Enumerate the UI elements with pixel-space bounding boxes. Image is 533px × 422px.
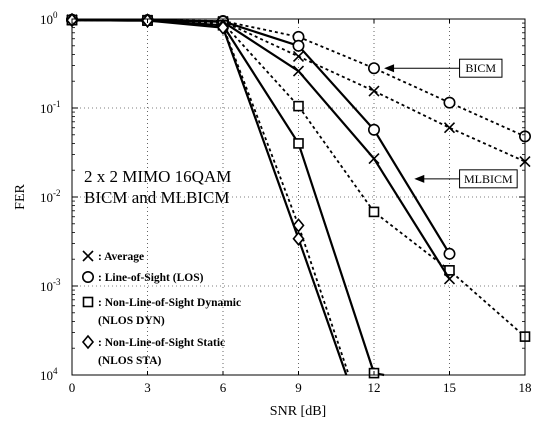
data-point	[443, 273, 456, 285]
callout-label: MLBICM	[464, 172, 513, 186]
data-point	[293, 138, 304, 149]
callout-box	[459, 58, 503, 78]
ticks: 0 3 6 9 12 15 18 100 10-1 10-2 10-3 104	[40, 10, 532, 395]
callout-arrowhead	[414, 174, 425, 183]
data-point	[368, 153, 380, 165]
marker-stroke	[292, 50, 305, 62]
data-point	[368, 206, 380, 218]
data-point	[293, 100, 304, 112]
series-line	[71, 18, 451, 280]
data-point	[292, 231, 305, 246]
x-tick-label: 15	[443, 380, 456, 395]
data-point	[367, 123, 380, 136]
callout-box	[459, 169, 518, 189]
callout-1: MLBICM	[414, 169, 518, 189]
y-tick-label: 100	[40, 10, 58, 27]
legend-label-average: : Average	[98, 251, 144, 263]
legend-marker-circle	[82, 270, 95, 283]
marker-stroke	[82, 250, 94, 262]
legend-label-nlos-sta-abbr: (NLOS STA)	[98, 355, 162, 367]
marker-stroke	[292, 65, 305, 77]
x-axis-label: SNR [dB]	[270, 404, 326, 419]
x-tick-label: 3	[144, 380, 151, 395]
callout-arrowhead	[384, 64, 395, 73]
y-tick-label: 10-2	[40, 188, 61, 205]
x-tick-label: 12	[368, 380, 381, 395]
data-point	[292, 65, 305, 77]
legend-label-nlos-dyn: : Non-Line-of-Sight Dynamic	[98, 297, 241, 309]
callout-label: BICM	[465, 61, 496, 75]
data-point	[367, 62, 380, 75]
legend-marker-square	[82, 296, 94, 308]
x-tick-label: 6	[220, 380, 227, 395]
grid	[72, 19, 525, 375]
y-tick-label: 10-1	[40, 99, 61, 116]
y-tick-label: 104	[40, 366, 58, 383]
data-point	[443, 122, 456, 134]
legend: : Average : Line-of-Sight (LOS) : Non-Li…	[81, 250, 241, 367]
annotation-line-2: BICM and MLBICM	[84, 188, 229, 207]
annotation-line-1: 2 x 2 MIMO 16QAM	[84, 167, 231, 186]
marker-stroke	[443, 122, 456, 134]
callout-0: BICM	[384, 58, 503, 78]
legend-marker-diamond	[81, 334, 95, 350]
series-4	[66, 13, 456, 260]
series-1	[66, 13, 531, 143]
series-line	[71, 18, 451, 255]
legend-label-nlos-dyn-abbr: (NLOS DYN)	[98, 315, 165, 327]
x-tick-label: 0	[69, 380, 76, 395]
data-point	[443, 247, 456, 260]
legend-label-los: : Line-of-Sight (LOS)	[98, 272, 204, 284]
x-tick-label: 18	[519, 380, 532, 395]
marker-stroke	[368, 153, 380, 165]
data-point	[368, 85, 380, 97]
data-point	[443, 96, 456, 109]
data-point	[292, 218, 305, 233]
y-axis-label: FER	[13, 184, 28, 210]
x-tick-label: 9	[295, 380, 302, 395]
marker-stroke	[443, 273, 456, 285]
data-point	[216, 20, 230, 35]
legend-label-nlos-sta: : Non-Line-of-Sight Static	[98, 337, 225, 349]
callouts: BICM MLBICM	[384, 58, 518, 189]
data-point	[292, 50, 305, 62]
data-point	[292, 39, 305, 52]
marker-stroke	[368, 85, 380, 97]
legend-marker-x	[82, 250, 94, 262]
series-3	[66, 14, 456, 285]
y-tick-label: 10-3	[40, 277, 61, 294]
